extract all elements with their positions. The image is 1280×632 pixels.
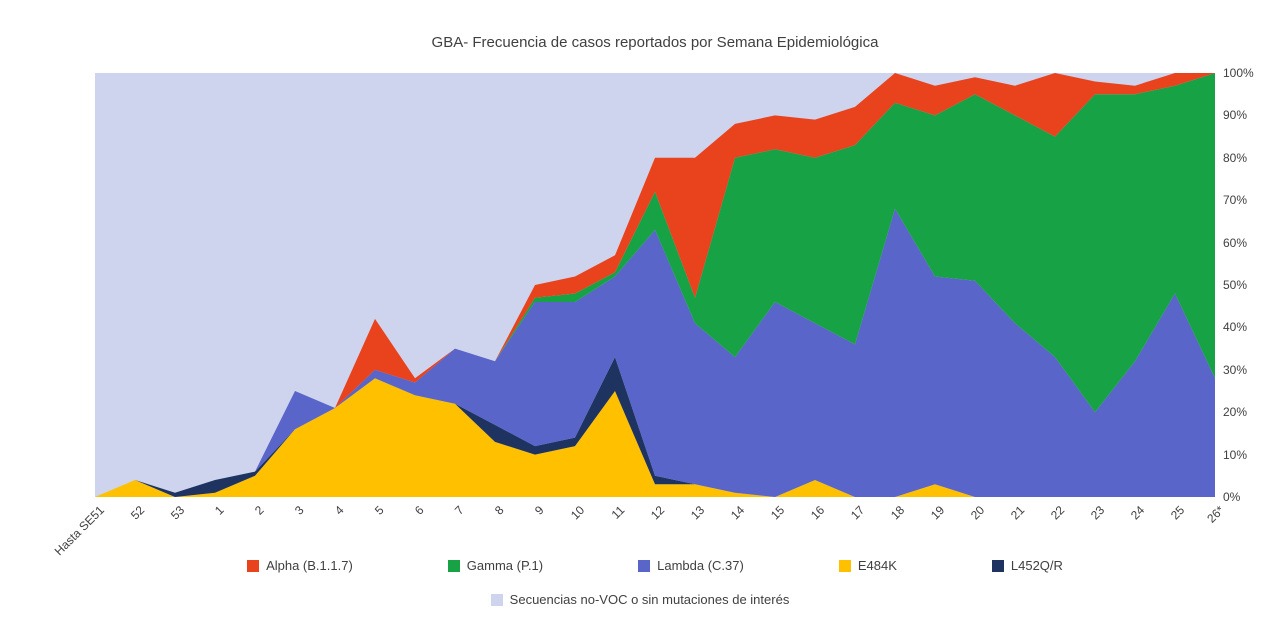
y-axis-tick-label: 100% bbox=[1223, 66, 1254, 80]
x-axis-tick-label: 18 bbox=[887, 503, 907, 523]
y-axis-tick-label: 20% bbox=[1223, 405, 1248, 420]
legend-item-no-voc: Secuencias no-VOC o sin mutaciones de in… bbox=[490, 592, 790, 607]
stacked-area-plot bbox=[95, 73, 1215, 497]
x-axis-tick-label: 8 bbox=[492, 503, 507, 518]
x-axis-tick-label: 20 bbox=[967, 503, 987, 523]
legend-swatch-alpha bbox=[247, 559, 260, 572]
x-axis-tick-label: 10 bbox=[567, 503, 587, 523]
legend-label: Lambda (C.37) bbox=[657, 558, 744, 573]
legend-item-gamma: Gamma (P.1) bbox=[447, 558, 544, 573]
legend-swatch-lambda bbox=[638, 559, 651, 572]
x-axis-tick-label: 12 bbox=[647, 503, 667, 523]
y-axis-tick-label: 80% bbox=[1223, 150, 1248, 165]
legend-label: E484K bbox=[857, 558, 897, 573]
legend-swatch-e484k bbox=[838, 559, 851, 572]
legend-swatch-no-voc bbox=[490, 593, 503, 606]
x-axis-tick-label: 22 bbox=[1047, 503, 1067, 523]
x-axis-tick-label: 6 bbox=[412, 503, 427, 518]
legend-row-1: Alpha (B.1.1.7) Gamma (P.1) Lambda (C.37) E… bbox=[95, 558, 1215, 573]
x-axis-tick-label: 1 bbox=[212, 503, 227, 518]
x-axis-tick-label: 5 bbox=[372, 503, 387, 518]
area-gamma bbox=[95, 73, 1215, 497]
y-axis-tick-label: 40% bbox=[1223, 320, 1248, 335]
x-axis-tick-label: 52 bbox=[127, 503, 147, 523]
legend-label: Gamma (P.1) bbox=[466, 558, 544, 573]
x-axis-tick-label: 11 bbox=[608, 503, 627, 522]
y-axis-tick-label: 0% bbox=[1223, 490, 1241, 504]
x-axis-tick-label: 4 bbox=[332, 503, 347, 518]
x-axis-tick-label: 16 bbox=[807, 503, 827, 523]
legend-item-lambda: Lambda (C.37) bbox=[638, 558, 744, 573]
legend-item-alpha: Alpha (B.1.1.7) bbox=[247, 558, 353, 573]
x-axis-tick-label: 3 bbox=[292, 503, 307, 518]
x-axis-tick-label: 24 bbox=[1127, 503, 1147, 523]
legend-label: Alpha (B.1.1.7) bbox=[266, 558, 353, 573]
y-axis-tick-label: 70% bbox=[1223, 193, 1248, 208]
legend-swatch-l452qr bbox=[991, 559, 1004, 572]
area-lambda bbox=[95, 208, 1215, 497]
x-axis-tick-label: 19 bbox=[927, 503, 947, 523]
legend-label: Secuencias no-VOC o sin mutaciones de in… bbox=[509, 592, 790, 607]
area-e484k bbox=[95, 378, 1215, 497]
y-axis-tick-label: 10% bbox=[1223, 447, 1248, 462]
legend-item-l452qr: L452Q/R bbox=[991, 558, 1063, 573]
area-alpha bbox=[95, 73, 1215, 497]
y-axis-tick-label: 30% bbox=[1223, 362, 1248, 377]
legend-label: L452Q/R bbox=[1010, 558, 1063, 573]
x-axis-tick-label: 7 bbox=[452, 503, 467, 518]
x-axis-tick-label: 21 bbox=[1007, 503, 1027, 523]
x-axis-tick-label: 23 bbox=[1087, 503, 1107, 523]
legend-row-2: Secuencias no-VOC o sin mutaciones de in… bbox=[0, 592, 1280, 607]
x-axis-tick-label: 25 bbox=[1167, 503, 1187, 523]
chart-title: GBA- Frecuencia de casos reportados por … bbox=[431, 34, 879, 51]
legend-item-e484k: E484K bbox=[838, 558, 897, 573]
x-axis-tick-label: 53 bbox=[167, 503, 187, 523]
x-axis-tick-label: 2 bbox=[252, 503, 267, 518]
y-axis-tick-label: 60% bbox=[1223, 235, 1248, 250]
x-axis-tick-label: 9 bbox=[532, 503, 547, 518]
y-axis-tick-label: 50% bbox=[1223, 278, 1248, 292]
x-axis-tick-label: Hasta SE51 bbox=[51, 503, 107, 559]
legend-swatch-gamma bbox=[447, 559, 460, 572]
y-axis-tick-label: 90% bbox=[1223, 108, 1248, 123]
x-axis-tick-label: 17 bbox=[847, 503, 867, 523]
x-axis-tick-label: 14 bbox=[727, 503, 747, 523]
x-axis-tick-label: 13 bbox=[687, 503, 707, 523]
x-axis-tick-label: 26* bbox=[1204, 503, 1227, 526]
x-axis-tick-label: 15 bbox=[767, 503, 787, 523]
area-l452qr bbox=[95, 357, 1215, 497]
